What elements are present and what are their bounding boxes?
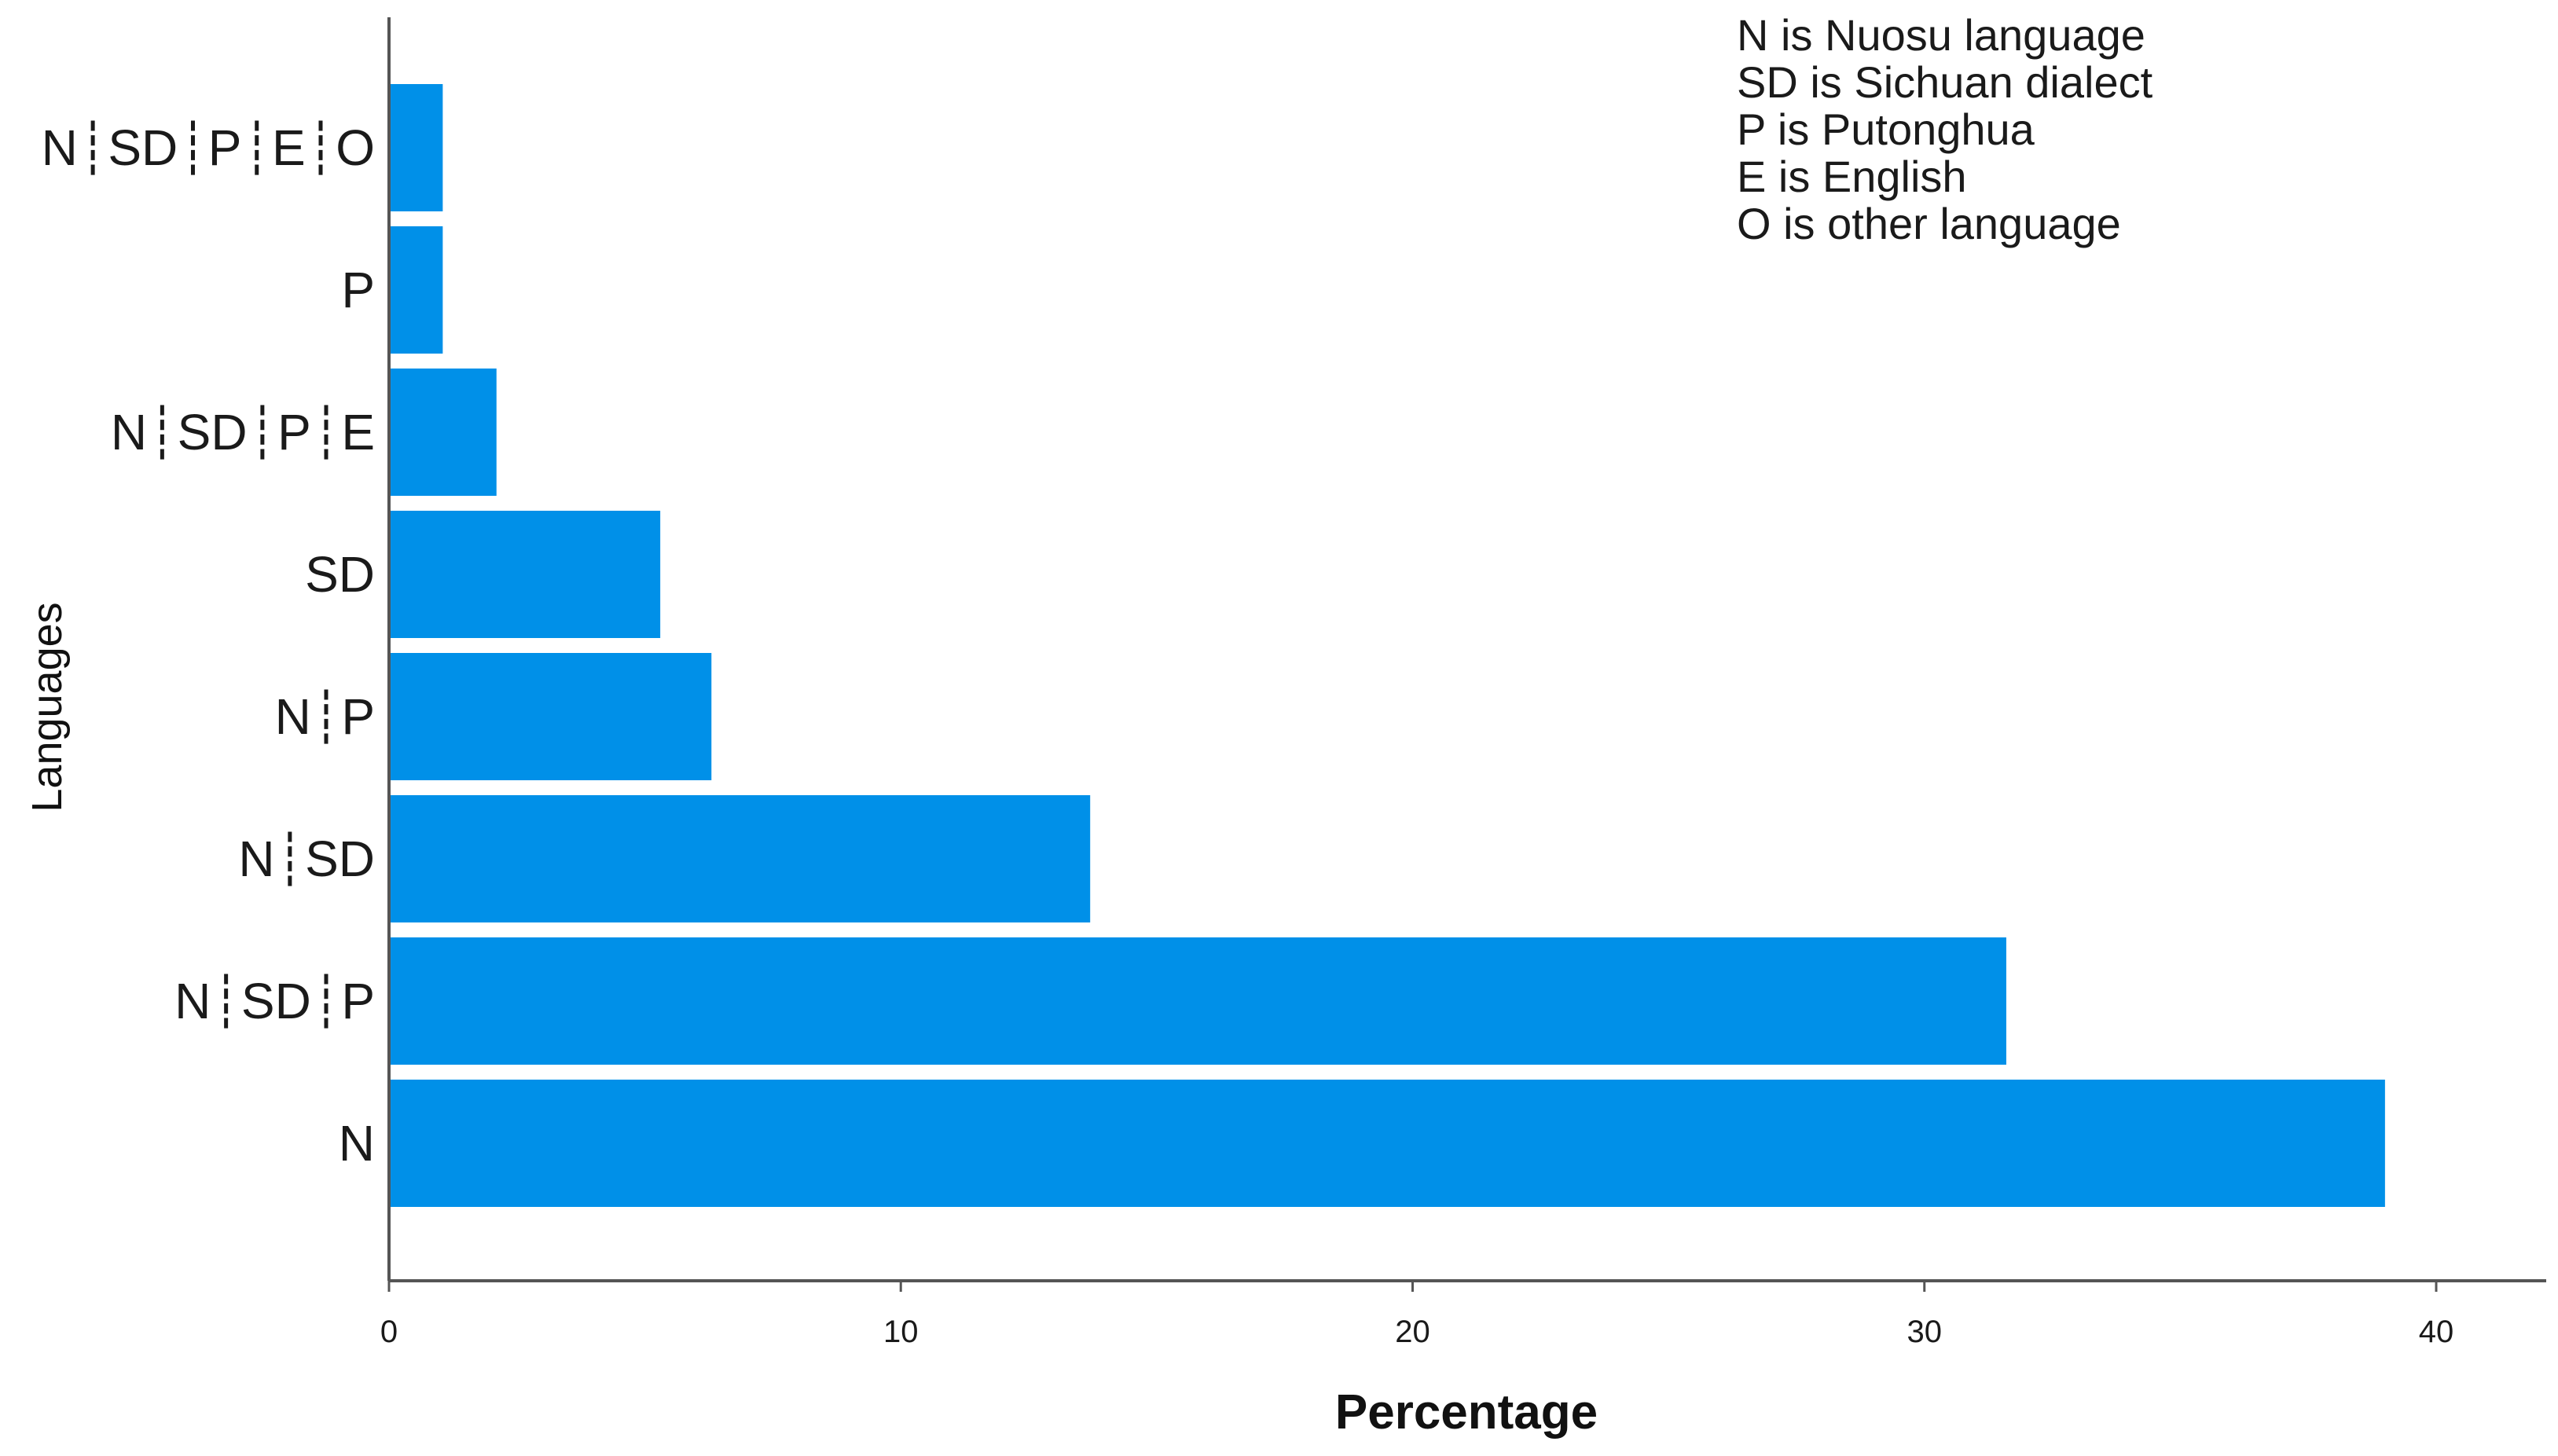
category-label: N┊SD — [238, 831, 375, 887]
category-label: N┊P — [275, 688, 375, 745]
category-label: N┊SD┊P┊E┊O — [42, 119, 375, 176]
bar — [389, 226, 443, 354]
x-tick-label: 20 — [1395, 1315, 1430, 1349]
annotation-line: O is other language — [1737, 199, 2121, 248]
category-label: N┊SD┊P┊E — [111, 404, 375, 460]
annotation-line: P is Putonghua — [1737, 105, 2035, 154]
x-tick-label: 10 — [883, 1315, 919, 1349]
bar — [389, 795, 1091, 922]
annotation-line: SD is Sichuan dialect — [1737, 57, 2153, 107]
x-axis-title: Percentage — [1335, 1385, 1598, 1439]
category-label: N — [339, 1115, 375, 1172]
bar — [389, 937, 2006, 1065]
bars-group — [389, 84, 2385, 1207]
x-tick-label: 30 — [1907, 1315, 1943, 1349]
y-axis-title: Languages — [24, 602, 71, 812]
category-labels-group: N N┊SD┊P N┊SD N┊P SD N┊SD┊P┊E P N┊SD┊P┊E┊O — [42, 119, 375, 1172]
bar — [389, 84, 443, 211]
bar — [389, 653, 712, 780]
category-label: SD — [305, 546, 375, 603]
bar — [389, 1080, 2385, 1207]
x-ticks-group: 0 10 20 30 40 — [380, 1281, 2453, 1349]
bar — [389, 511, 661, 638]
category-label: P — [341, 262, 375, 318]
bar — [389, 369, 497, 496]
category-label: N┊SD┊P — [174, 973, 375, 1029]
x-tick-label: 40 — [2419, 1315, 2454, 1349]
annotation-line: N is Nuosu language — [1737, 10, 2145, 60]
annotation-line: E is English — [1737, 152, 1967, 201]
x-tick-label: 0 — [380, 1315, 398, 1349]
